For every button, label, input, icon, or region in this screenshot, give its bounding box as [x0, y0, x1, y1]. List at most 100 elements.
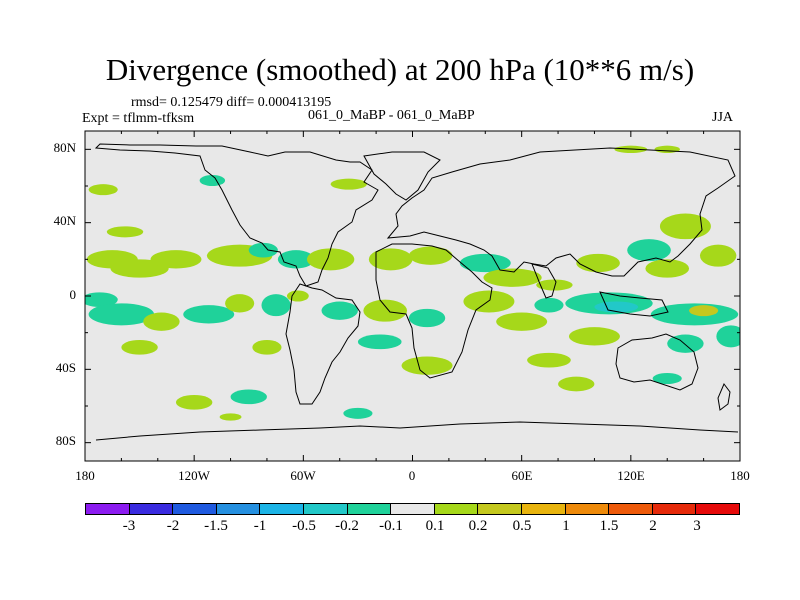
colorbar-label: 3 — [693, 518, 701, 534]
coastline-africa — [375, 243, 493, 379]
divergence-region-13 — [368, 248, 413, 271]
divergence-region-33 — [463, 290, 515, 313]
divergence-region-32 — [408, 308, 446, 328]
divergence-region-43 — [121, 340, 158, 355]
divergence-region-0 — [88, 184, 118, 196]
coastline-greenland — [363, 151, 441, 201]
colorbar-swatch-6 — [347, 504, 392, 514]
divergence-region-26 — [183, 305, 235, 324]
divergence-region-24 — [88, 303, 155, 326]
divergence-region-17 — [536, 279, 573, 291]
colorbar-label: -1.5 — [204, 518, 228, 534]
colorbar-label: -0.5 — [292, 518, 316, 534]
colorbar-swatch-1 — [129, 504, 174, 514]
divergence-region-47 — [527, 352, 571, 368]
divergence-region-18 — [576, 253, 620, 273]
divergence-region-16 — [483, 268, 542, 287]
colorbar-swatch-4 — [260, 504, 304, 514]
x-tick-label: 120E — [617, 468, 645, 483]
chart-title: Divergence (smoothed) at 200 hPa (10**6 … — [105, 52, 695, 87]
colorbar-label: -0.1 — [379, 518, 403, 534]
y-tick-label: 40S — [55, 360, 76, 375]
colorbar-swatch-8 — [434, 504, 479, 514]
divergence-region-49 — [175, 395, 213, 410]
colorbar-label: 2 — [649, 518, 657, 534]
colorbar-label: -0.2 — [335, 518, 359, 534]
colorbar-label: -2 — [166, 518, 180, 534]
divergence-region-11 — [277, 250, 315, 269]
experiment-label: Expt = tflmm-tfksm — [82, 111, 195, 126]
divergence-region-30 — [321, 301, 358, 320]
divergence-region-29 — [286, 290, 309, 302]
divergence-region-1 — [199, 175, 226, 186]
x-tick-label: 180 — [730, 468, 750, 483]
x-tick-label: 60W — [290, 468, 316, 483]
x-tick-label: 180 — [75, 468, 95, 483]
y-tick-label: 0 — [69, 287, 77, 302]
divergence-region-23 — [85, 292, 118, 307]
divergence-region-34 — [496, 312, 548, 331]
colorbar — [85, 503, 740, 515]
colorbar-label: 1 — [562, 518, 570, 534]
divergence-region-45 — [357, 334, 402, 350]
divergence-region-14 — [408, 246, 453, 265]
colorbar-swatch-7 — [391, 504, 435, 514]
divergence-region-39 — [689, 305, 719, 317]
coastlines — [94, 143, 739, 441]
coastline-antarctica — [95, 421, 739, 441]
colorbar-swatch-11 — [565, 504, 610, 514]
divergence-region-20 — [659, 213, 711, 240]
colorbar-label: 1.5 — [599, 518, 619, 534]
divergence-region-12 — [306, 248, 355, 271]
divergence-region-40 — [568, 327, 620, 346]
coastline-australia — [615, 333, 699, 391]
colorbar-swatch-3 — [216, 504, 261, 514]
divergence-region-19 — [627, 239, 671, 262]
coastline-north-america — [94, 143, 379, 287]
divergence-region-51 — [343, 407, 373, 419]
divergence-region-21 — [699, 244, 737, 267]
divergence-region-5 — [106, 226, 144, 238]
y-tick-label: 80S — [55, 433, 76, 448]
x-tick-label: 0 — [408, 468, 416, 483]
divergence-field — [85, 145, 740, 421]
divergence-region-10 — [248, 242, 278, 258]
divergence-region-35 — [534, 297, 564, 313]
colorbar-swatch-12 — [609, 504, 653, 514]
divergence-region-48 — [652, 373, 682, 384]
colorbar-swatch-10 — [521, 504, 566, 514]
colorbar-label: 0.1 — [425, 518, 445, 534]
divergence-region-53 — [219, 413, 242, 421]
divergence-region-28 — [261, 294, 291, 317]
coastline-eurasia — [386, 147, 736, 277]
colorbar-swatch-0 — [86, 504, 130, 514]
colorbar-label: 0.2 — [468, 518, 488, 534]
colorbar-swatch-14 — [696, 504, 739, 514]
divergence-region-25 — [143, 312, 180, 331]
x-tick-label: 60E — [511, 468, 533, 483]
divergence-region-37 — [594, 301, 639, 313]
divergence-region-42 — [716, 325, 740, 348]
divergence-region-41 — [667, 334, 704, 353]
colorbar-swatch-2 — [173, 504, 217, 514]
divergence-region-31 — [363, 299, 408, 322]
coastline-india — [531, 263, 557, 299]
divergence-region-52 — [558, 376, 595, 392]
colorbar-label: 0.5 — [512, 518, 532, 534]
colorbar-label: -1 — [253, 518, 267, 534]
divergence-region-44 — [252, 340, 282, 355]
coastline-new-zealand — [717, 383, 731, 411]
y-tick-label: 40N — [53, 213, 76, 228]
axis-ticks — [84, 131, 741, 461]
divergence-region-50 — [230, 389, 267, 405]
coastline-south-america — [285, 283, 361, 405]
divergence-region-27 — [225, 294, 255, 313]
divergence-region-15 — [459, 253, 511, 273]
colorbar-swatch-5 — [303, 504, 348, 514]
x-tick-label: 120W — [178, 468, 210, 483]
divergence-region-8 — [150, 250, 202, 269]
divergence-region-4 — [654, 145, 680, 153]
colorbar-swatch-9 — [478, 504, 522, 514]
stats-label: rmsd= 0.125479 diff= 0.000413195 — [131, 95, 332, 110]
